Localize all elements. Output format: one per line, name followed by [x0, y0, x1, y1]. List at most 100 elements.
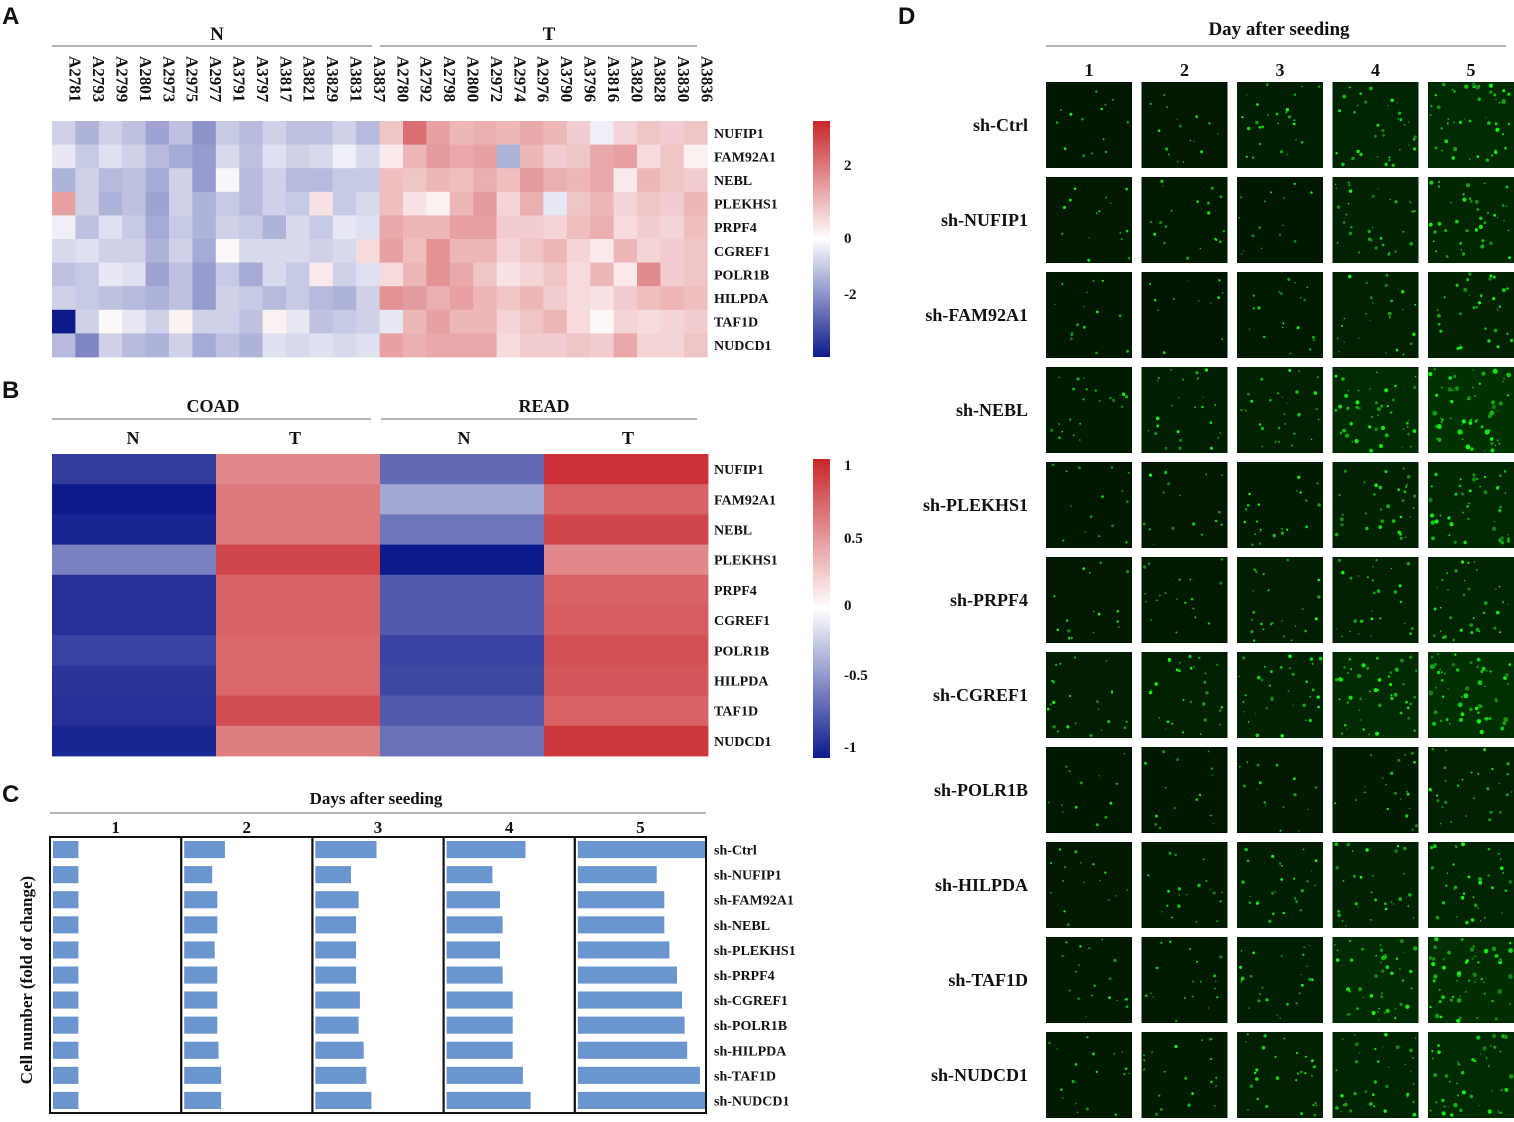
heatmap-cell — [683, 239, 708, 263]
heatmap-cell — [52, 484, 217, 515]
bar — [184, 1041, 219, 1059]
bar — [577, 991, 683, 1009]
heatmap-cell — [52, 262, 76, 287]
fluorescence-tile — [1428, 652, 1514, 738]
heatmap-cell — [216, 484, 381, 515]
bar — [577, 916, 665, 934]
fluorescence-tile — [1141, 272, 1228, 358]
heatmap-cell — [683, 121, 708, 145]
sub-label: T — [289, 428, 301, 448]
heatmap-cell — [566, 239, 591, 263]
heatmap-cell — [309, 239, 334, 263]
heatmap-cell — [122, 286, 146, 311]
heatmap-cell — [613, 309, 638, 334]
heatmap-cell — [566, 144, 591, 169]
heatmap-cell — [496, 144, 521, 169]
heatmap-cell — [309, 333, 334, 358]
heatmap-cell — [543, 262, 568, 287]
bar — [184, 866, 213, 884]
heatmap-cell — [543, 309, 568, 334]
panel-c: Days after seeding Cell number (fold of … — [17, 789, 796, 1114]
heatmap-cell — [332, 262, 357, 287]
sample-label: A3817 — [276, 56, 295, 103]
heatmap-cell — [660, 286, 685, 311]
heatmap-cell — [216, 725, 381, 757]
bar — [53, 866, 79, 884]
day-label: 5 — [636, 818, 645, 837]
day-frame — [573, 836, 707, 1114]
heatmap-cell — [216, 454, 381, 485]
heatmap-cell — [145, 239, 170, 263]
fluorescence-tile — [1237, 272, 1323, 358]
heatmap-cell — [520, 286, 544, 311]
heatmap-cell — [566, 286, 591, 311]
condition-label: sh-PLEKHS1 — [714, 944, 796, 959]
bar — [184, 1066, 222, 1084]
heatmap-a-cells — [52, 121, 708, 358]
sample-label: A2798 — [440, 56, 459, 102]
heatmap-cell — [496, 215, 521, 240]
day-labels-d: 1 2 3 4 5 — [1085, 60, 1476, 80]
condition-label: sh-PRPF4 — [714, 969, 775, 984]
heatmap-cell — [543, 333, 568, 358]
fluorescence-tile — [1237, 177, 1323, 263]
heatmap-cell — [286, 309, 310, 334]
heatmap-cell — [449, 191, 474, 216]
fluorescence-tile — [1141, 652, 1228, 738]
fluorescence-tile — [1046, 652, 1132, 738]
group-label-n: N — [210, 24, 224, 45]
heatmap-cell — [215, 286, 240, 311]
colorbar-a-tick: -2 — [844, 287, 857, 303]
fluorescence-tile — [1141, 462, 1228, 548]
heatmap-cell — [286, 286, 310, 311]
heatmap-cell — [52, 454, 217, 485]
colorbar-b-tick: 1 — [844, 458, 852, 474]
heatmap-cell — [520, 333, 544, 358]
condition-label: sh-NUFIP1 — [941, 210, 1028, 230]
heatmap-cell — [496, 333, 521, 358]
heatmap-cell — [309, 121, 334, 145]
heatmap-cell — [403, 168, 427, 193]
sample-label: A3820 — [627, 56, 646, 102]
fluorescence-tile — [1237, 82, 1323, 168]
day-label: 3 — [1276, 60, 1285, 80]
gene-label: NEBL — [714, 524, 752, 539]
heatmap-cell — [543, 215, 568, 240]
day-label: 4 — [505, 818, 514, 837]
heatmap-cell — [426, 239, 451, 263]
fluorescence-tile — [1141, 1032, 1228, 1118]
heatmap-cell — [637, 333, 661, 358]
sample-label: A3816 — [604, 56, 623, 102]
heatmap-cell — [356, 239, 380, 263]
bar — [184, 1016, 218, 1034]
heatmap-cell — [215, 144, 240, 169]
heatmap-cell — [145, 168, 170, 193]
heatmap-cell — [379, 168, 404, 193]
group-label-read: READ — [518, 396, 569, 416]
heatmap-cell — [215, 262, 240, 287]
heatmap-cell — [216, 514, 381, 545]
heatmap-cell — [262, 309, 287, 334]
bar — [184, 991, 218, 1009]
bar — [577, 891, 665, 909]
bar — [53, 1016, 79, 1034]
day-label: 2 — [1180, 60, 1189, 80]
heatmap-cell — [52, 309, 76, 334]
fluorescence-tile — [1237, 557, 1323, 643]
bar — [315, 841, 377, 859]
heatmap-cell — [52, 121, 76, 145]
heatmap-cell — [379, 191, 404, 216]
gene-label: NEBL — [714, 174, 752, 189]
heatmap-cell — [52, 635, 217, 666]
fluorescence-tile — [1237, 747, 1323, 833]
heatmap-cell — [544, 544, 709, 576]
heatmap-cell — [52, 695, 217, 727]
heatmap-cell — [262, 286, 287, 311]
gene-label: PRPF4 — [714, 221, 757, 236]
heatmap-cell — [215, 191, 240, 216]
bar — [577, 966, 677, 984]
heatmap-cell — [403, 121, 427, 145]
heatmap-cell — [520, 239, 544, 263]
heatmap-cell — [426, 144, 451, 169]
group-label-coad: COAD — [187, 396, 240, 416]
